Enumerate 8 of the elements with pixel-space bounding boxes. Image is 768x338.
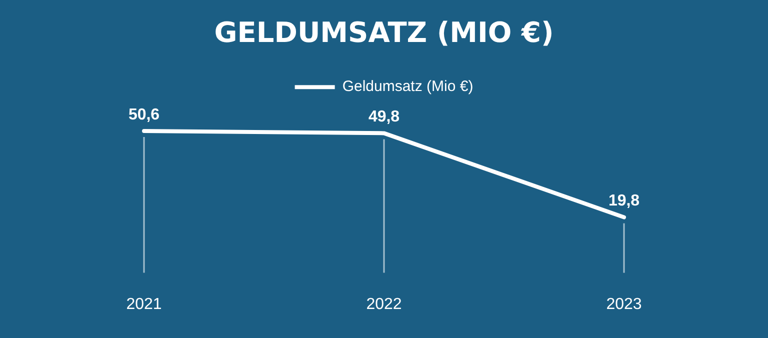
data-label: 49,8	[368, 108, 400, 126]
data-label: 19,8	[608, 192, 640, 210]
x-tick-label: 2021	[126, 296, 162, 313]
chart-title: GELDUMSATZ (MIO €)	[214, 16, 554, 50]
x-tick-label: 2023	[606, 296, 642, 313]
data-label: 50,6	[128, 106, 160, 124]
legend-label: Geldumsatz (Mio €)	[342, 78, 474, 96]
x-tick-label: 2022	[366, 296, 402, 313]
